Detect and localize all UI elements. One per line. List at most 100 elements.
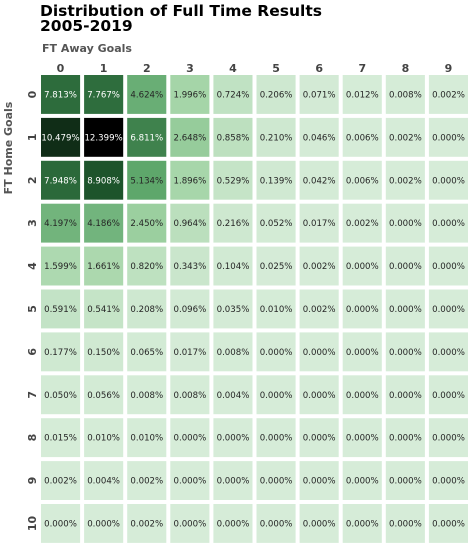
chart-title-line2: 2005-2019 (40, 17, 133, 35)
heatmap-cell (299, 160, 339, 200)
cell-value-label: 0.541% (87, 305, 120, 315)
cell-value-label: 0.591% (44, 305, 77, 315)
heatmap-cell (127, 160, 167, 200)
heatmap-cell (342, 375, 382, 415)
heatmap-cell (127, 461, 167, 500)
heatmap-cell (385, 289, 425, 329)
y-tick-label: 7 (26, 391, 39, 399)
cell-value-label: 0.002% (303, 305, 336, 315)
heatmap-cell (84, 332, 124, 372)
heatmap-cell (342, 418, 382, 458)
cell-value-label: 7.948% (44, 176, 77, 186)
cell-value-label: 0.000% (432, 477, 465, 487)
cell-value-label: 0.964% (174, 219, 207, 229)
cell-value-label: 0.000% (260, 391, 293, 401)
heatmap-cell (428, 246, 468, 286)
heatmap-cell (213, 289, 253, 329)
cell-value-label: 0.042% (303, 176, 336, 186)
cell-value-label: 0.000% (87, 520, 120, 530)
heatmap-cell (84, 117, 124, 157)
cell-value-label: 0.000% (346, 348, 379, 358)
cell-value-label: 1.599% (44, 262, 77, 272)
cell-value-label: 0.000% (432, 133, 465, 143)
heatmap-cell (127, 117, 167, 157)
heatmap-cell (41, 504, 81, 543)
heatmap-cell (127, 504, 167, 543)
cell-value-label: 0.017% (174, 348, 207, 358)
cell-value-label: 0.008% (389, 91, 422, 101)
heatmap-cell (84, 160, 124, 200)
cell-value-label: 0.010% (130, 434, 163, 444)
cell-value-label: 0.010% (87, 434, 120, 444)
cell-value-label: 10.479% (41, 133, 79, 143)
heatmap-cell (41, 461, 81, 500)
cell-value-label: 0.010% (260, 305, 293, 315)
heatmap-cell (127, 332, 167, 372)
heatmap-cell (170, 504, 210, 543)
cell-value-label: 0.724% (217, 91, 250, 101)
cell-value-label: 0.000% (217, 477, 250, 487)
cell-value-label: 0.000% (346, 391, 379, 401)
cell-value-label: 1.996% (174, 91, 207, 101)
y-tick-label: 3 (26, 219, 39, 227)
y-axis-ticks: 0 1 2 3 4 5 6 7 8 9 10 (26, 90, 39, 531)
heatmap-cell (127, 375, 167, 415)
cell-value-label: 7.813% (44, 91, 77, 101)
cell-value-label: 1.896% (174, 176, 207, 186)
heatmap-cell (428, 504, 468, 543)
heatmap-cell (256, 117, 296, 157)
heatmap-cells: 7.813% 7.767% 4.624% 1.996% 0.724% 0.206% 0.07… (41, 75, 468, 543)
y-tick-label: 2 (26, 176, 39, 184)
cell-value-label: 0.000% (432, 219, 465, 229)
heatmap-cell (299, 418, 339, 458)
cell-value-label: 0.000% (260, 348, 293, 358)
heatmap-cell (299, 289, 339, 329)
cell-value-label: 0.000% (346, 520, 379, 530)
cell-value-label: 0.000% (303, 477, 336, 487)
heatmap-cell (213, 160, 253, 200)
cell-value-label: 0.529% (217, 176, 250, 186)
cell-value-label: 0.000% (260, 434, 293, 444)
cell-value-label: 0.000% (44, 520, 77, 530)
cell-value-label: 0.000% (432, 176, 465, 186)
heatmap-cell (84, 375, 124, 415)
cell-value-label: 0.000% (303, 391, 336, 401)
heatmap-cell (428, 375, 468, 415)
cell-value-label: 1.661% (87, 262, 120, 272)
cell-value-label: 0.000% (432, 348, 465, 358)
heatmap-cell (84, 504, 124, 543)
heatmap-cell (428, 289, 468, 329)
heatmap-cell (213, 375, 253, 415)
cell-value-label: 0.000% (389, 477, 422, 487)
heatmap-cell (428, 332, 468, 372)
x-tick-label: 3 (186, 62, 194, 75)
cell-value-label: 0.000% (432, 391, 465, 401)
heatmap-cell (385, 246, 425, 286)
cell-value-label: 0.000% (389, 262, 422, 272)
heatmap-cell (84, 289, 124, 329)
heatmap-cell (299, 461, 339, 500)
heatmap-cell (428, 75, 468, 114)
cell-value-label: 0.052% (260, 219, 293, 229)
heatmap-cell (385, 203, 425, 243)
heatmap-cell (342, 461, 382, 500)
cell-value-label: 0.002% (432, 91, 465, 101)
heatmap-cell (256, 246, 296, 286)
x-tick-label: 4 (229, 62, 237, 75)
cell-value-label: 0.012% (346, 91, 379, 101)
heatmap-cell (41, 160, 81, 200)
heatmap-cell (127, 203, 167, 243)
cell-value-label: 0.000% (260, 477, 293, 487)
heatmap-cell (41, 246, 81, 286)
cell-value-label: 0.056% (87, 391, 120, 401)
y-tick-label: 10 (26, 516, 39, 532)
heatmap-cell (256, 75, 296, 114)
heatmap-cell (256, 289, 296, 329)
cell-value-label: 0.000% (389, 520, 422, 530)
cell-value-label: 5.134% (130, 176, 163, 186)
heatmap-cell (213, 461, 253, 500)
heatmap-cell (127, 246, 167, 286)
heatmap-cell (385, 375, 425, 415)
cell-value-label: 0.000% (346, 305, 379, 315)
x-tick-label: 0 (57, 62, 65, 75)
